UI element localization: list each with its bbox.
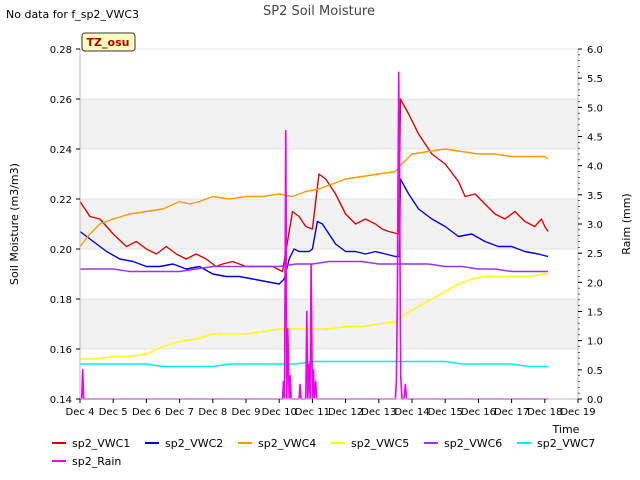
y2-tick-label: 2.5 (587, 249, 603, 260)
axes-layer: 0.14 0.16 0.18 0.20 0.22 0.24 0.26 0.28 0.0 0.5 1.… (50, 45, 603, 418)
x-tick-label: Dec 7 (165, 407, 194, 418)
y2-tick-label: 5.0 (587, 103, 603, 114)
y2-tick-label: 3.5 (587, 191, 603, 202)
y-tick-label: 0.28 (50, 45, 72, 56)
y2-tick-label: 5.5 (587, 74, 603, 85)
y2-tick-label: 6.0 (587, 45, 603, 56)
series-line-sp2_VWC7 (80, 360, 549, 368)
site-badge: TZ_osu (81, 32, 136, 52)
x-tick-label: Dec 5 (99, 407, 128, 418)
x-tick-label: Dec 18 (527, 407, 562, 418)
x-tick-label: Dec 16 (461, 407, 496, 418)
y2-tick-label: 0.0 (587, 395, 603, 406)
grid-band (80, 99, 578, 149)
x-tick-label: Dec 11 (295, 407, 330, 418)
x-tick-label: Dec 4 (66, 407, 95, 418)
x-tick-label: Dec 9 (232, 407, 261, 418)
x-tick-label: Dec 19 (560, 407, 595, 418)
y2-tick-label: 1.0 (587, 337, 603, 348)
y2-tick-label: 1.5 (587, 308, 603, 319)
legend: sp2_VWC1 sp2_VWC2 sp2_VWC4 sp2_VWC5 sp2_VWC6… (52, 437, 595, 468)
y-tick-label: 0.24 (50, 145, 72, 156)
site-badge-label: TZ_osu (87, 36, 130, 49)
y2-axis-label: Raim (mm) (620, 193, 633, 254)
x-tick-label: Dec 6 (132, 407, 161, 418)
legend-label-sp2_Rain: sp2_Rain (72, 455, 121, 468)
series-line-sp2_VWC4 (79, 148, 549, 247)
x-tick-label: Dec 12 (328, 407, 363, 418)
y-axis-label: Soil Moisture (m3/m3) (8, 163, 21, 285)
series-layer (79, 71, 549, 400)
y-tick-label: 0.22 (50, 195, 72, 206)
x-axis-label: Time (552, 423, 580, 436)
y2-tick-label: 4.5 (587, 133, 603, 144)
x-tick-label: Dec 13 (361, 407, 396, 418)
x-tick-label: Dec 8 (198, 407, 227, 418)
x-tick-label: Dec 14 (394, 407, 429, 418)
legend-label-sp2_VWC7: sp2_VWC7 (537, 437, 595, 450)
y2-tick-label: 3.0 (587, 220, 603, 231)
plot-background (80, 48, 578, 400)
y2-tick-label: 4.0 (587, 162, 603, 173)
y2-tick-label: 2.0 (587, 278, 603, 289)
x-tick-label: Dec 17 (494, 407, 529, 418)
no-data-note: No data for f_sp2_VWC3 (6, 8, 139, 21)
y-tick-label: 0.14 (50, 395, 72, 406)
y2-tick-label: 0.5 (587, 366, 603, 377)
x-tick-label: Dec 10 (262, 407, 297, 418)
legend-label-sp2_VWC1: sp2_VWC1 (72, 437, 130, 450)
y-tick-label: 0.20 (50, 245, 72, 256)
legend-label-sp2_VWC2: sp2_VWC2 (165, 437, 223, 450)
series-line-sp2_VWC1 (79, 98, 549, 273)
y-tick-label: 0.16 (50, 345, 72, 356)
chart-title: SP2 Soil Moisture (263, 4, 375, 19)
series-line-sp2_VWC2 (79, 178, 549, 285)
series-line-sp2_Rain (80, 71, 549, 400)
site-badge-box (81, 32, 136, 52)
legend-label-sp2_VWC5: sp2_VWC5 (351, 437, 409, 450)
x-tick-label: Dec 15 (428, 407, 463, 418)
legend-label-sp2_VWC6: sp2_VWC6 (444, 437, 502, 450)
y-tick-label: 0.18 (50, 295, 72, 306)
y-tick-label: 0.26 (50, 95, 72, 106)
series-line-sp2_VWC6 (80, 260, 549, 273)
grid-band (80, 199, 578, 249)
legend-label-sp2_VWC4: sp2_VWC4 (258, 437, 316, 450)
grid-band (80, 299, 578, 349)
series-line-sp2_VWC5 (80, 273, 549, 360)
